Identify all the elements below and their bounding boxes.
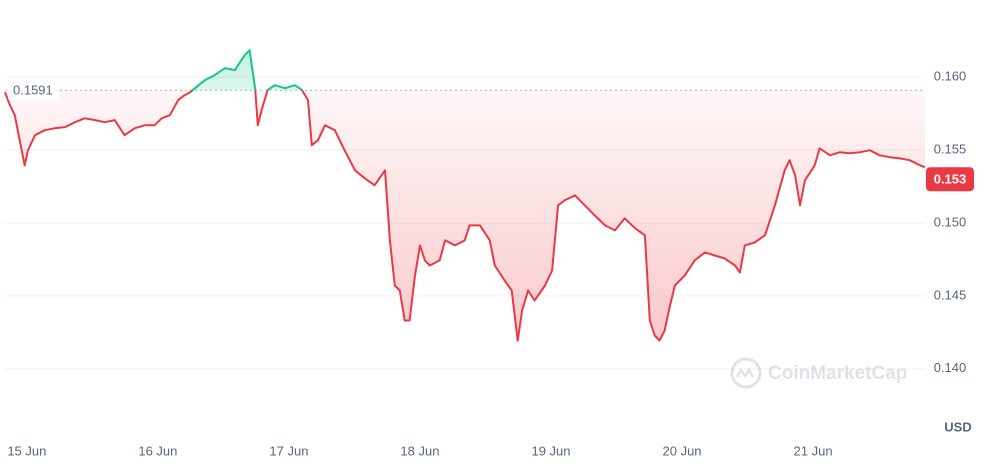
y-tick-label: 0.150 (934, 214, 967, 229)
watermark-logo (735, 367, 755, 379)
x-tick-label: 15 Jun (7, 443, 46, 458)
watermark-text: CoinMarketCap (768, 363, 907, 384)
y-tick-label: 0.145 (934, 287, 967, 302)
x-tick-label: 19 Jun (531, 443, 570, 458)
baseline-label: 0.1591 (13, 83, 53, 98)
x-tick-label: 20 Jun (663, 443, 702, 458)
x-tick-label: 18 Jun (400, 443, 439, 458)
current-price-badge (926, 167, 974, 192)
baseline-label-bg (8, 81, 58, 100)
y-unit: USD (944, 419, 971, 434)
price-line (4, 49, 926, 342)
y-tick-label: 0.155 (934, 141, 967, 156)
area-fill (5, 50, 925, 341)
x-tick-label: 21 Jun (794, 443, 833, 458)
watermark-logo (730, 357, 762, 389)
plot: 0.1591 (4, 49, 926, 342)
y-tick-label: 0.160 (934, 69, 967, 84)
current-price-label: 0.153 (934, 172, 967, 187)
x-tick-label: 17 Jun (269, 443, 308, 458)
watermark: CoinMarketCap (730, 357, 907, 389)
y-tick-label: 0.140 (934, 360, 967, 375)
x-tick-label: 16 Jun (138, 443, 177, 458)
